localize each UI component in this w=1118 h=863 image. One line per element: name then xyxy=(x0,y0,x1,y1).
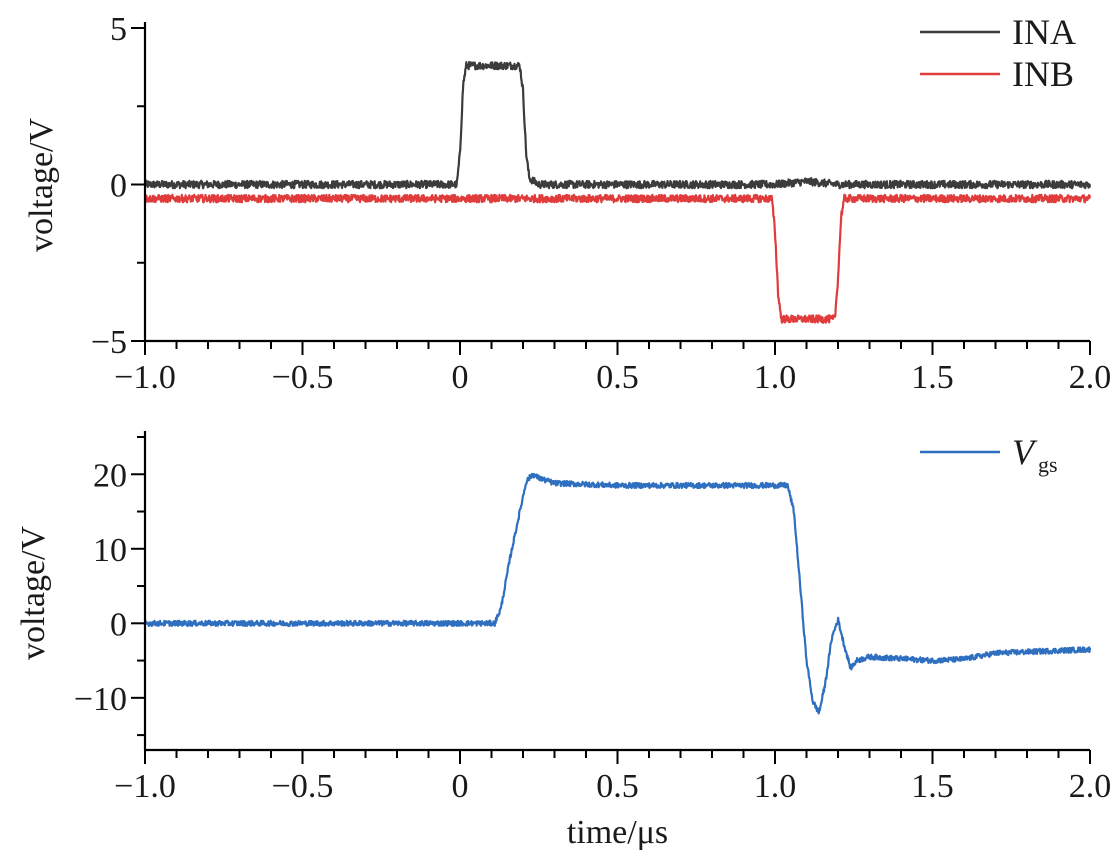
x-tick-label: 1.0 xyxy=(754,359,797,396)
x-tick-label: 0.5 xyxy=(596,768,639,805)
x-tick-label: 0 xyxy=(452,359,469,396)
y-tick-label: 5 xyxy=(110,11,127,48)
y-tick-label: 20 xyxy=(93,457,127,494)
x-tick-label: 0.5 xyxy=(596,359,639,396)
x-tick-label: 1.5 xyxy=(911,768,954,805)
y-tick-label: −5 xyxy=(91,324,127,361)
series-line-ina xyxy=(143,60,1092,190)
series-line-vgs xyxy=(143,472,1092,715)
y-tick-label: 10 xyxy=(93,532,127,569)
x-tick-label: −1.0 xyxy=(114,768,176,805)
y-tick-label: −10 xyxy=(74,681,127,718)
x-tick-label: 1.5 xyxy=(911,359,954,396)
y-axis-label: voltage/V xyxy=(15,526,52,661)
legend-label-inb: INB xyxy=(1012,54,1074,94)
legend-label-ina: INA xyxy=(1012,12,1076,52)
y-axis-label: voltage/V xyxy=(23,118,60,253)
series-line-inb xyxy=(144,193,1092,324)
x-tick-label: 1.0 xyxy=(754,768,797,805)
y-tick-label: 0 xyxy=(110,606,127,643)
x-tick-label: −0.5 xyxy=(272,359,334,396)
x-tick-label: 2.0 xyxy=(1069,359,1112,396)
x-tick-label: 0 xyxy=(452,768,469,805)
x-tick-label: −1.0 xyxy=(114,359,176,396)
y-tick-label: 0 xyxy=(110,168,127,205)
x-tick-label: 2.0 xyxy=(1069,768,1112,805)
x-axis-label: time/μs xyxy=(567,814,668,851)
chart-panel-2: −1.0 −0.5 0 0.5 1.0 1.5 2.0 −10 0 10 20 voltage/V ti… xyxy=(15,431,1111,851)
x-tick-label: −0.5 xyxy=(272,768,334,805)
